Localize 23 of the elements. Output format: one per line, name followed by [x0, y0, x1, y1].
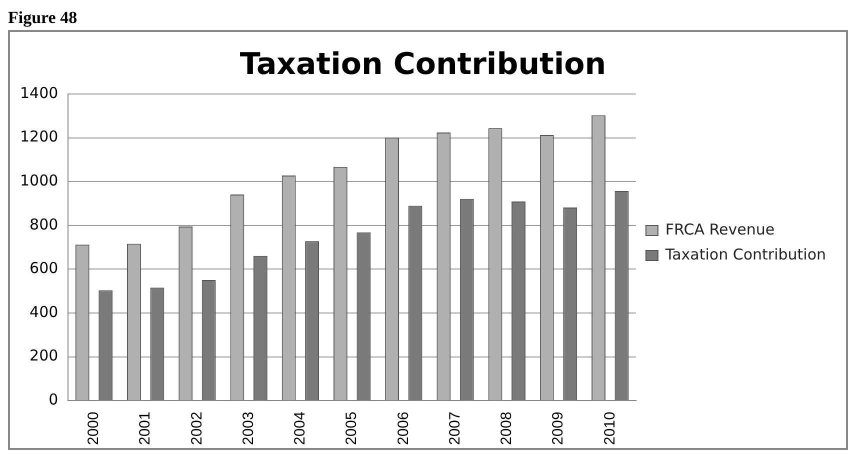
x-tick-label: 2004 [292, 412, 309, 446]
x-tick-label: 2000 [85, 412, 102, 446]
y-tick-label: 400 [30, 302, 58, 321]
chart-title: Taxation Contribution [240, 46, 606, 82]
x-tick-label: 2002 [188, 412, 206, 446]
y-tick-label: 0 [48, 390, 58, 409]
legend-label: FRCA Revenue [665, 220, 775, 238]
x-tick-label: 2007 [446, 412, 464, 446]
legend-label: Taxation Contribution [664, 245, 826, 264]
x-tick-label: 2009 [550, 412, 567, 446]
y-tick-label: 1400 [20, 84, 58, 102]
y-tick-label: 1000 [20, 172, 58, 190]
x-tick-label: 2001 [136, 412, 154, 446]
y-tick-label: 200 [30, 346, 58, 365]
x-tick-label: 2008 [498, 412, 516, 446]
y-tick-label: 1200 [20, 128, 58, 146]
y-tick-label: 800 [30, 215, 58, 234]
x-tick-label: 2010 [601, 412, 618, 446]
x-tick-label: 2006 [394, 412, 412, 446]
y-tick-label: 600 [30, 259, 58, 278]
caption: Figure 48 [8, 8, 78, 28]
x-tick-label: 2003 [240, 412, 257, 446]
x-tick-label: 2005 [343, 412, 360, 446]
